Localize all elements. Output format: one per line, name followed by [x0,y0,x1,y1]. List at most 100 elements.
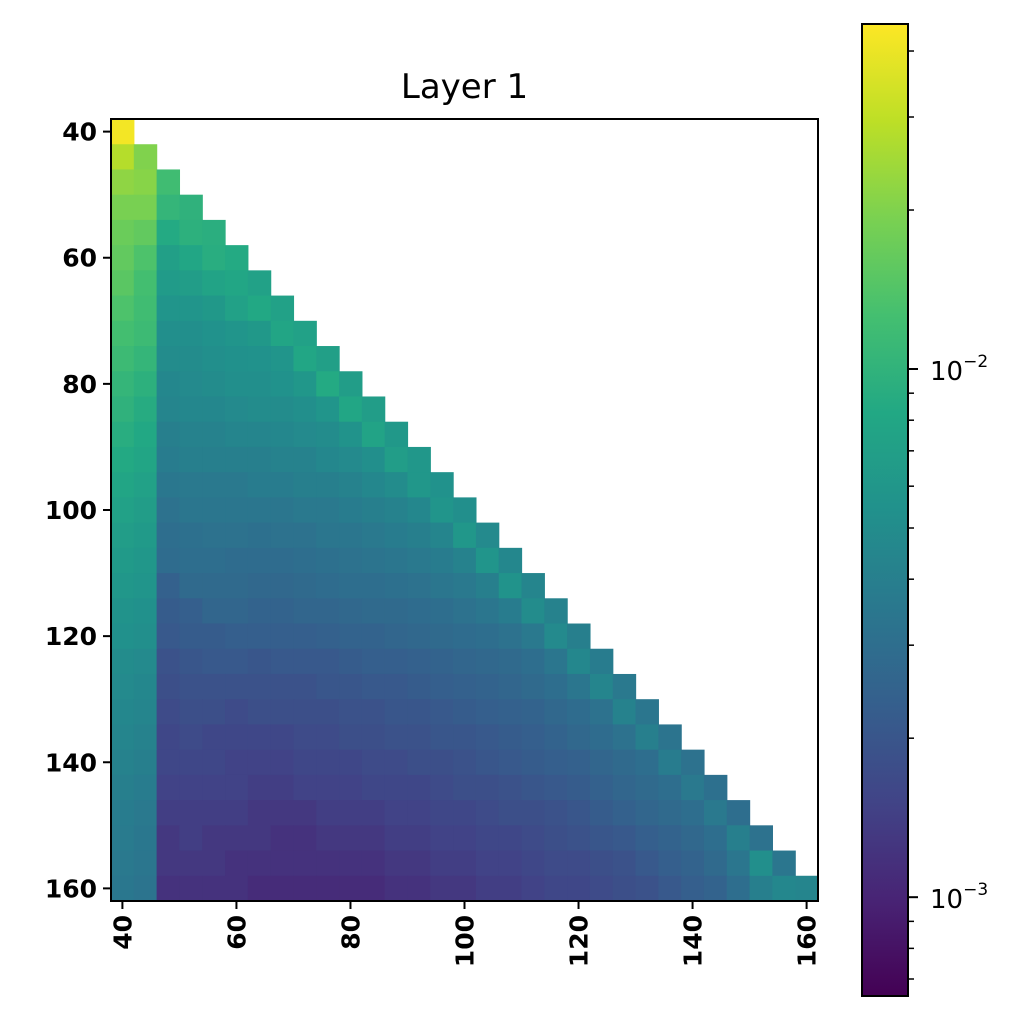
heatmap-cell [475,749,500,776]
heatmap-cell [772,850,796,877]
heatmap-cell [247,371,272,398]
heatmap-cell [658,749,682,776]
heatmap-cell [475,547,500,574]
heatmap-cell [567,673,591,700]
heatmap-cell [111,472,135,498]
heatmap-cell [498,724,523,751]
heatmap-cell [133,825,158,852]
heatmap-cell [430,623,454,650]
heatmap-cell [270,673,295,700]
heatmap-cell [156,774,181,801]
heatmap-cell [270,522,295,549]
heatmap-cell [133,320,158,347]
heatmap-cell [179,598,203,625]
heatmap-cell [111,295,135,322]
heatmap-cell [681,774,705,801]
heatmap-cell [202,774,226,801]
heatmap-cell [498,850,523,877]
heatmap-cell [247,648,272,675]
heatmap-cell [179,724,203,751]
heatmap-cell [179,522,203,549]
heatmap-cell [384,724,409,751]
heatmap-cell [361,648,386,675]
heatmap-cell [133,875,158,902]
heatmap-cell [270,800,295,826]
heatmap-cell [339,774,363,801]
heatmap-cell [384,800,409,826]
heatmap-cell [521,774,545,801]
heatmap-cell [316,396,340,423]
heatmap-cell [293,446,317,473]
heatmap-cell [270,573,295,599]
heatmap-cell [475,522,500,549]
heatmap-cell [133,346,158,372]
heatmap-cell [589,825,614,852]
heatmap-cell [361,850,386,877]
heatmap-cell [475,724,500,751]
heatmap-cell [635,749,659,776]
heatmap-cell [498,673,523,700]
heatmap-cell [202,295,226,322]
heatmap-cell [111,219,135,246]
heatmap-cell [407,673,431,700]
heatmap-cell [133,774,158,801]
heatmap-cell [247,522,272,549]
heatmap-cell [111,346,135,372]
heatmap-cell [726,875,751,902]
heatmap-cell [544,749,568,776]
heatmap-cell [225,547,249,574]
heatmap-cell [179,623,203,650]
heatmap-cell [407,724,431,751]
heatmap-cell [612,875,637,902]
heatmap-cell [202,623,226,650]
heatmap-cell [658,774,682,801]
heatmap-cell [270,774,295,801]
heatmap-cell [202,245,226,271]
heatmap-cell [293,598,317,625]
heatmap-cell [202,446,226,473]
y-tick-label: 80 [62,370,97,399]
heatmap-cell [361,774,386,801]
heatmap-cell [407,547,431,574]
heatmap-cell [726,825,751,852]
heatmap-cell [111,119,135,145]
heatmap-cell [384,522,409,549]
heatmap-cell [133,522,158,549]
heatmap-cell [270,295,295,322]
heatmap-cell [225,749,249,776]
heatmap-cell [270,346,295,372]
heatmap-cell [453,800,477,826]
heatmap-cell [453,699,477,726]
x-tick-label: 100 [451,915,480,967]
heatmap-cell [635,875,659,902]
heatmap-cell [521,800,545,826]
heatmap-cell [179,270,203,297]
heatmap-cell [202,346,226,372]
heatmap-cell [247,346,272,372]
heatmap-cell [544,673,568,700]
heatmap-cell [293,850,317,877]
heatmap-cell [521,699,545,726]
heatmap-cell [567,850,591,877]
heatmap-cell [612,724,637,751]
heatmap-cell [430,573,454,599]
heatmap-cell [133,598,158,625]
heatmap-cell [521,875,545,902]
heatmap-cell [407,774,431,801]
heatmap-cell [225,497,249,524]
heatmap-cell [293,547,317,574]
heatmap-cell [247,295,272,322]
heatmap-cell [339,673,363,700]
heatmap-cell [111,396,135,423]
heatmap-cell [156,875,181,902]
heatmap-cell [179,825,203,852]
heatmap-cell [749,850,773,877]
heatmap-cell [156,573,181,599]
heatmap-cell [316,547,340,574]
heatmap-cell [202,573,226,599]
heatmap-cell [156,245,181,271]
heatmap-cell [225,446,249,473]
heatmap-cell [703,774,728,801]
heatmap-cell [225,270,249,297]
heatmap-cell [156,673,181,700]
